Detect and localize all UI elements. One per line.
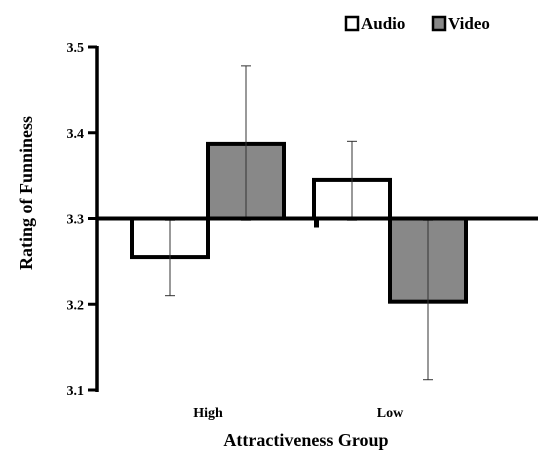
y-tick-label: 3.5 [67, 41, 85, 56]
legend-swatch-audio [344, 15, 360, 32]
y-tick-label: 3.4 [67, 127, 85, 142]
legend-label-audio: Audio [361, 14, 405, 33]
y-tick-label: 3.1 [67, 384, 85, 399]
y-axis: 3.1 3.2 3.3 3.4 3.5 [67, 41, 99, 399]
x-axis-title: Attractiveness Group [223, 430, 388, 450]
x-axis-ticks: High Low [193, 406, 404, 421]
legend: Audio Video [344, 14, 490, 33]
x-tick-label-low: Low [377, 406, 404, 421]
y-axis-title: Rating of Funniness [16, 116, 36, 270]
y-tick-label: 3.2 [67, 298, 85, 313]
legend-label-video: Video [448, 14, 490, 33]
baseline-tick [314, 218, 319, 228]
bars-layer [130, 65, 468, 381]
x-tick-label-high: High [193, 406, 223, 421]
y-tick-label: 3.3 [67, 213, 85, 228]
legend-swatch-video [431, 15, 447, 32]
